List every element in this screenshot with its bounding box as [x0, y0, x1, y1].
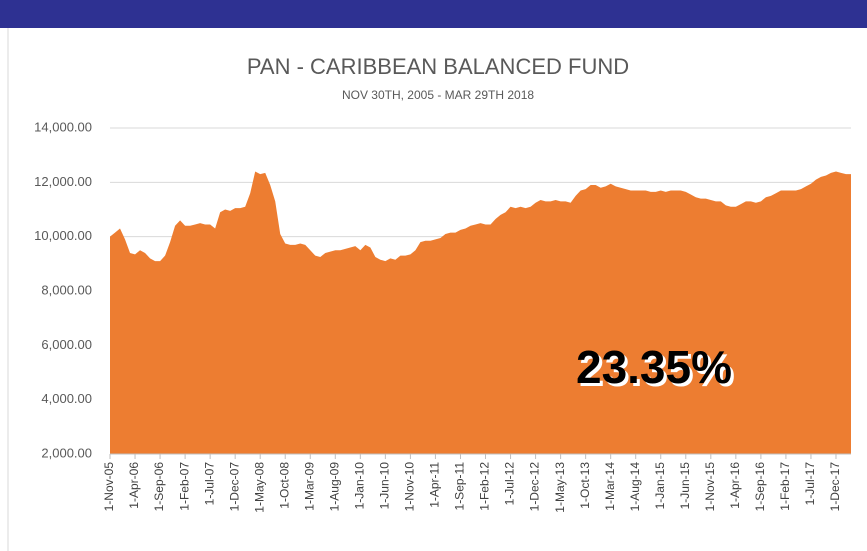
- chart-subtitle: NOV 30TH, 2005 - MAR 29TH 2018: [342, 88, 534, 102]
- top-bar: [0, 0, 867, 28]
- x-tick-label: 1-Jan-10: [353, 462, 367, 510]
- x-tick-label: 1-Feb-12: [478, 462, 492, 511]
- annotation-shadow: 23.35%: [579, 344, 735, 396]
- x-tick-label: 1-Apr-06: [127, 462, 141, 509]
- y-tick-label: 8,000.00: [41, 282, 92, 297]
- x-tick-label: 1-Apr-16: [728, 462, 742, 509]
- y-tick-label: 10,000.00: [34, 228, 92, 243]
- x-tick-label: 1-Jun-10: [378, 462, 392, 510]
- x-tick-label: 1-Sep-06: [152, 462, 166, 512]
- y-tick-label: 2,000.00: [41, 445, 92, 460]
- x-tick-label: 1-Feb-07: [177, 462, 191, 511]
- x-tick-label: 1-Dec-07: [227, 462, 241, 512]
- chart-title: PAN - CARIBBEAN BALANCED FUND: [247, 54, 629, 79]
- annotation: 23.35%: [576, 341, 732, 393]
- x-tick-label: 1-Dec-12: [528, 462, 542, 512]
- y-tick-label: 12,000.00: [34, 174, 92, 189]
- x-tick-label: 1-Apr-11: [428, 462, 442, 508]
- x-tick-label: 1-Jan-15: [653, 462, 667, 510]
- x-tick-label: 1-Jun-15: [678, 462, 692, 510]
- x-tick-label: 1-May-13: [553, 462, 567, 513]
- x-tick-label: 1-May-08: [252, 462, 266, 513]
- y-tick-label: 4,000.00: [41, 391, 92, 406]
- x-tick-label: 1-Oct-13: [578, 462, 592, 509]
- x-tick-label: 1-Oct-08: [277, 462, 291, 509]
- x-tick-label: 1-Jul-17: [803, 462, 817, 506]
- x-tick-label: 1-Aug-14: [628, 462, 642, 512]
- x-tick-label: 1-Sep-11: [453, 462, 467, 511]
- y-tick-label: 6,000.00: [41, 337, 92, 352]
- x-tick-label: 1-Jul-12: [503, 462, 517, 506]
- x-tick-label: 1-Aug-09: [327, 462, 341, 512]
- x-tick-label: 1-Mar-09: [302, 462, 316, 511]
- x-tick-label: 1-Nov-15: [703, 462, 717, 512]
- x-tick-label: 1-Nov-05: [102, 462, 116, 512]
- y-tick-label: 14,000.00: [34, 119, 92, 134]
- x-tick-label: 1-Sep-16: [753, 462, 767, 512]
- x-tick-label: 1-Nov-10: [403, 462, 417, 512]
- x-tick-label: 1-Mar-14: [603, 462, 617, 511]
- x-tick-label: 1-Jul-07: [202, 462, 216, 506]
- x-tick-label: 1-Feb-17: [778, 462, 792, 511]
- area: [110, 171, 851, 454]
- x-tick-label: 1-Dec-17: [828, 462, 842, 512]
